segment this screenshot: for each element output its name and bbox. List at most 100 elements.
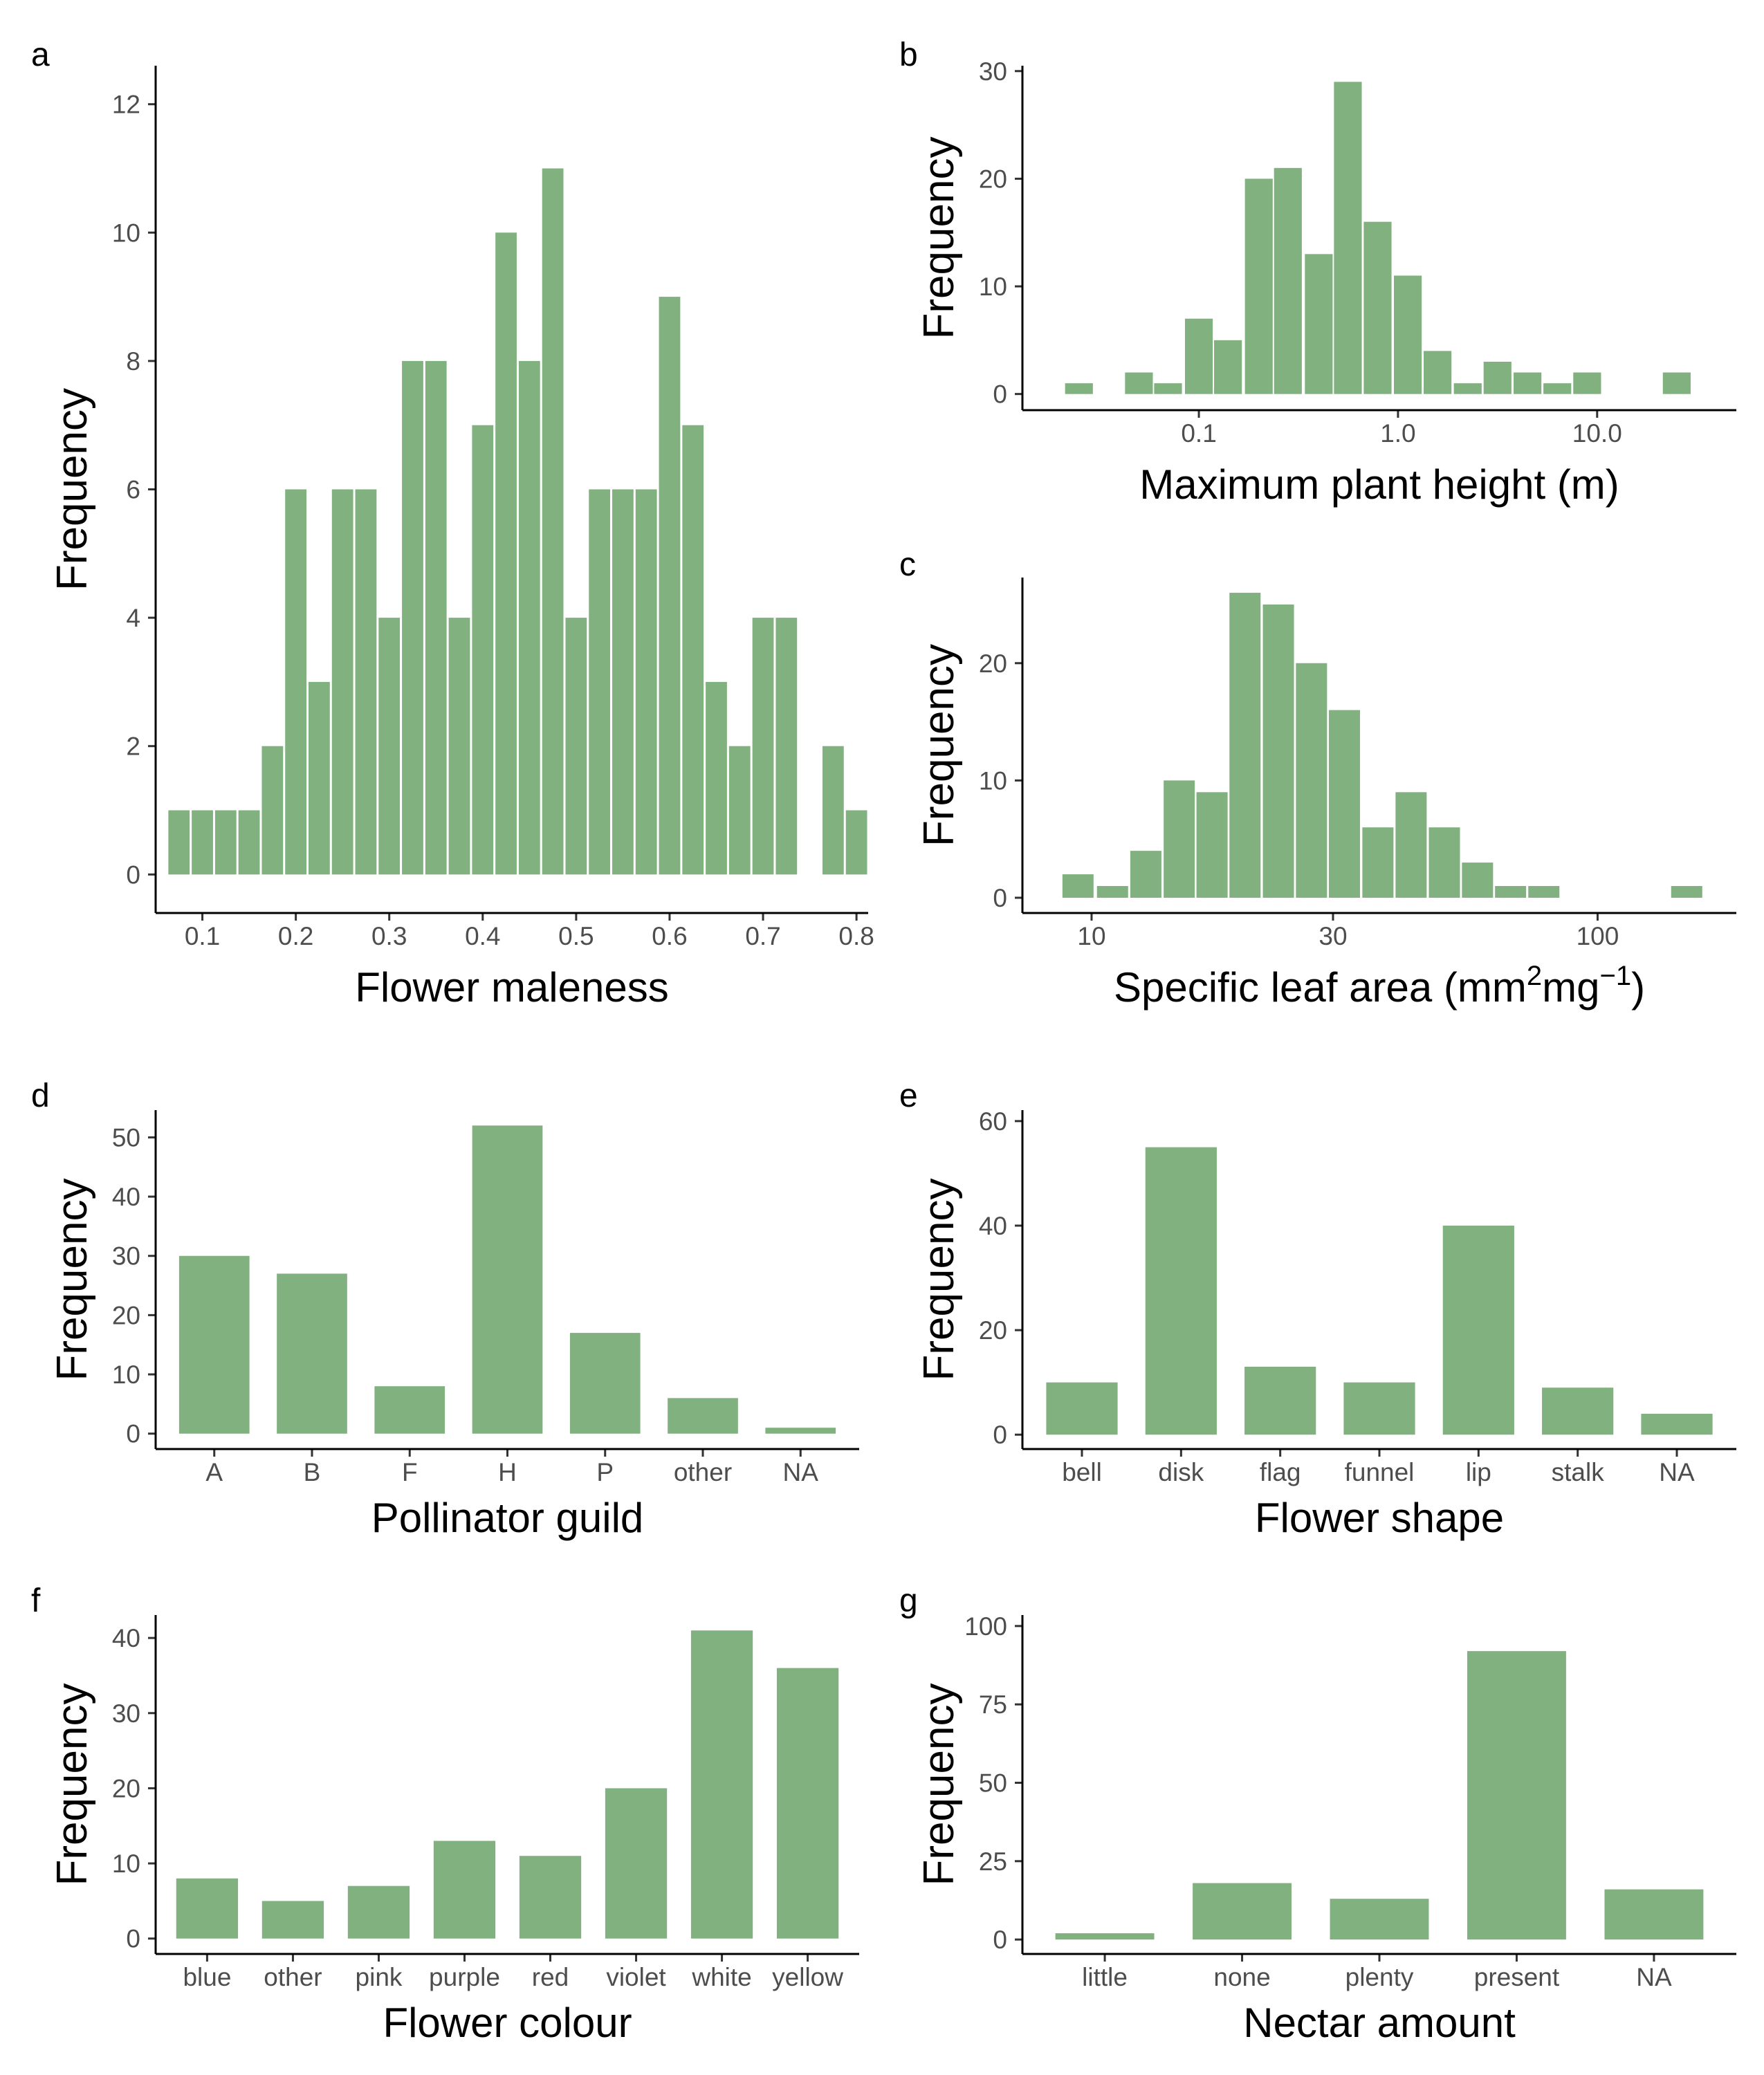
bar-a — [728, 746, 751, 875]
panel-letter: e — [899, 1078, 918, 1114]
bar-e-bell — [1046, 1382, 1118, 1435]
panel-letter: g — [899, 1583, 918, 1619]
x-axis-title: Pollinator guild — [371, 1495, 644, 1541]
y-tick-label: 6 — [126, 476, 140, 504]
bar-a — [565, 618, 587, 875]
bar-c — [1528, 885, 1560, 898]
x-tick-label: P — [596, 1458, 614, 1486]
bar-e-lip — [1442, 1225, 1514, 1435]
x-tick-label: 0.8 — [838, 922, 874, 950]
panel-b: b 0.1 1.0 10.0 0 10 20 30 Frequency Maximum plant… — [899, 37, 1736, 508]
bar-a — [472, 425, 494, 875]
x-tick-label: little — [1082, 1963, 1128, 1991]
bar-a — [261, 746, 284, 875]
y-tick-label: 0 — [993, 1926, 1007, 1954]
bar-c — [1262, 605, 1294, 898]
y-tick-label: 0 — [126, 1925, 140, 1953]
x-axis-title: Maximum plant height (m) — [1139, 461, 1619, 508]
bar-f-pink — [347, 1885, 410, 1939]
y-tick-label: 30 — [112, 1242, 140, 1271]
bar-d-P — [569, 1333, 641, 1434]
bar-b — [1514, 372, 1542, 394]
bar-a — [214, 810, 237, 875]
bar-f-other — [261, 1901, 324, 1939]
y-tick-label: 10 — [979, 273, 1007, 301]
bar-a — [612, 489, 634, 875]
unit-superscript: −1 — [1599, 961, 1631, 991]
unit-superscript: 2 — [1527, 961, 1542, 991]
x-tick-label: other — [264, 1963, 322, 1991]
panel-letter: f — [31, 1583, 41, 1619]
x-tick-label: B — [304, 1458, 321, 1486]
y-tick-label: 30 — [112, 1699, 140, 1728]
bar-b — [1154, 383, 1182, 394]
bar-b — [1334, 82, 1362, 394]
x-tick-label: 0.3 — [371, 922, 407, 950]
bar-c — [1671, 885, 1702, 898]
bar-b — [1662, 372, 1691, 394]
y-tick-label: 50 — [112, 1123, 140, 1152]
bar-c — [1328, 710, 1360, 898]
bar-f-violet — [605, 1788, 668, 1939]
x-axis-title-main: Specific leaf area — [1114, 964, 1444, 1011]
bar-f-purple — [433, 1841, 496, 1939]
bar-a — [192, 810, 213, 875]
bar-a — [309, 681, 330, 875]
y-tick-label: 20 — [112, 1774, 140, 1802]
y-tick-label: 30 — [979, 57, 1007, 86]
bar-b — [1573, 372, 1601, 394]
bar-c — [1395, 792, 1427, 898]
bar-b — [1305, 254, 1333, 394]
x-tick-label: plenty — [1345, 1963, 1414, 1991]
x-tick-label: other — [674, 1458, 732, 1486]
unit-part: mg — [1542, 964, 1599, 1011]
bar-g-little — [1055, 1933, 1155, 1940]
bar-c — [1096, 885, 1128, 898]
bar-a — [402, 360, 423, 875]
x-tick-label: 0.2 — [278, 922, 313, 950]
bar-b — [1483, 361, 1512, 394]
bar-b — [1214, 340, 1242, 394]
x-tick-label: violet — [606, 1963, 666, 1991]
x-tick-label: 0.4 — [465, 922, 500, 950]
y-tick-label: 2 — [126, 732, 140, 761]
bar-f-red — [519, 1856, 582, 1939]
panel-c: c 10 30 100 0 10 20 Frequency Specific leaf area… — [899, 546, 1736, 1011]
bar-a — [425, 360, 447, 875]
x-tick-label: stalk — [1552, 1458, 1605, 1486]
x-tick-label: bell — [1062, 1458, 1102, 1486]
y-tick-label: 0 — [993, 1421, 1007, 1449]
x-axis-title: Nectar amount — [1243, 2000, 1516, 2046]
bar-d-NA — [765, 1428, 836, 1434]
y-tick-label: 40 — [112, 1624, 140, 1652]
unit-part: (mm — [1444, 964, 1527, 1011]
y-tick-label: 20 — [979, 649, 1007, 678]
y-tick-label: 75 — [979, 1690, 1007, 1719]
y-tick-label: 12 — [112, 91, 140, 119]
y-tick-label: 10 — [112, 219, 140, 247]
y-axis-title: Frequency — [48, 388, 96, 591]
bar-b — [1424, 351, 1452, 394]
bar-b — [1244, 178, 1273, 394]
x-tick-label: disk — [1158, 1458, 1204, 1486]
y-tick-label: 40 — [979, 1212, 1007, 1240]
y-tick-label: 0 — [126, 860, 140, 889]
bar-g-NA — [1604, 1889, 1704, 1940]
bar-c — [1164, 780, 1195, 898]
bar-c — [1196, 792, 1228, 898]
bar-d-H — [472, 1125, 543, 1434]
x-axis-title: Flower colour — [383, 2000, 632, 2046]
bar-f-blue — [176, 1878, 239, 1939]
bar-a — [706, 681, 727, 875]
x-tick-label: 0.5 — [558, 922, 594, 950]
bar-e-disk — [1145, 1147, 1217, 1435]
y-tick-label: 40 — [112, 1183, 140, 1211]
bar-d-other — [668, 1398, 738, 1434]
bar-a — [845, 810, 867, 875]
y-tick-label: 10 — [979, 766, 1007, 795]
panel-f: f blue other pink purple red violet white yellow… — [31, 1583, 859, 2046]
bar-c — [1130, 851, 1161, 898]
x-tick-label: H — [498, 1458, 517, 1486]
